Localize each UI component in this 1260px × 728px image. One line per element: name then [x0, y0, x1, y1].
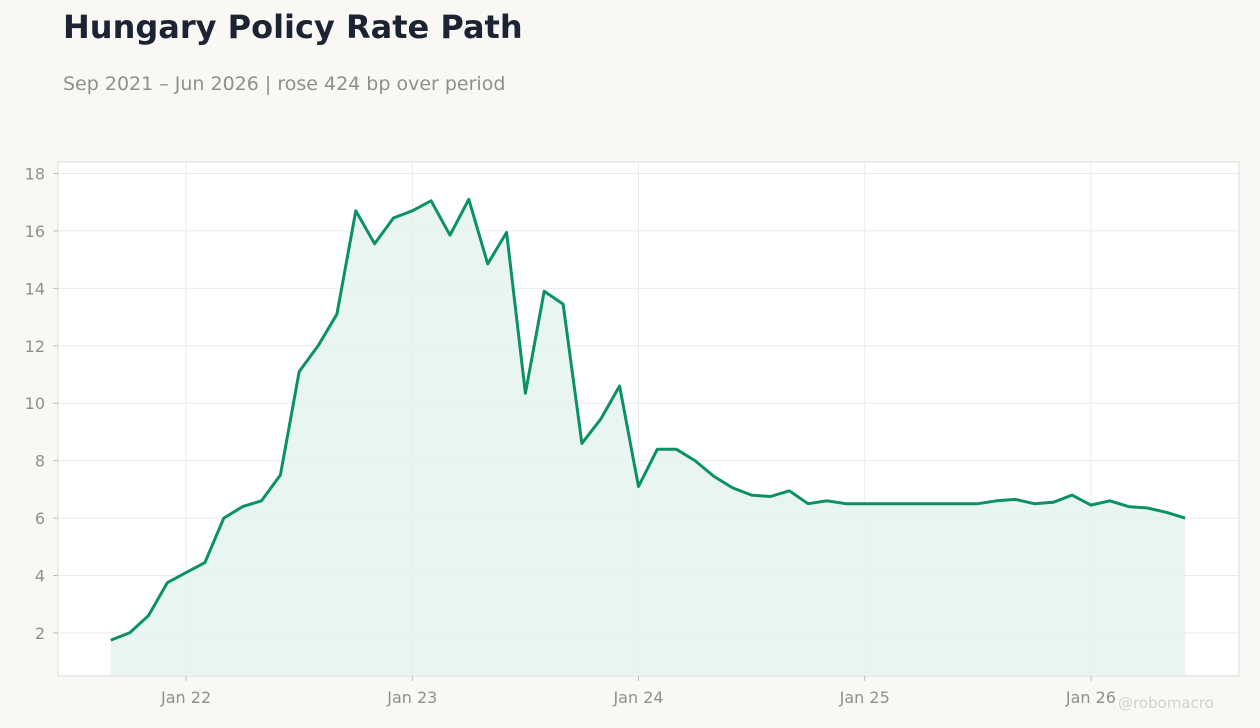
x-tick-label: Jan 26: [1065, 688, 1116, 707]
y-tick-label: 18: [25, 164, 45, 183]
x-tick-label: Jan 24: [612, 688, 663, 707]
watermark: @robomacro: [1118, 694, 1214, 712]
y-tick-label: 14: [25, 279, 45, 298]
chart-subtitle: Sep 2021 – Jun 2026 | rose 424 bp over p…: [63, 73, 506, 95]
axis-ticks: 2 4 6 8 10 12 14 16 18 Jan 22 Jan 23 Jan 24 Jan 25 Ja…: [25, 164, 1116, 707]
chart-title: Hungary Policy Rate Path: [63, 8, 523, 46]
y-tick-label: 6: [35, 509, 45, 528]
x-tick-label: Jan 23: [386, 688, 437, 707]
y-tick-label: 4: [35, 566, 45, 585]
y-tick-label: 2: [35, 624, 45, 643]
y-tick-label: 12: [25, 337, 45, 356]
y-tick-label: 16: [25, 222, 45, 241]
rate-area-fill: [110, 199, 1186, 677]
y-tick-label: 10: [25, 394, 45, 413]
y-tick-label: 8: [35, 452, 45, 471]
rate-line: [110, 197, 1186, 642]
x-tick-label: Jan 22: [160, 688, 211, 707]
x-tick-label: Jan 25: [839, 688, 890, 707]
